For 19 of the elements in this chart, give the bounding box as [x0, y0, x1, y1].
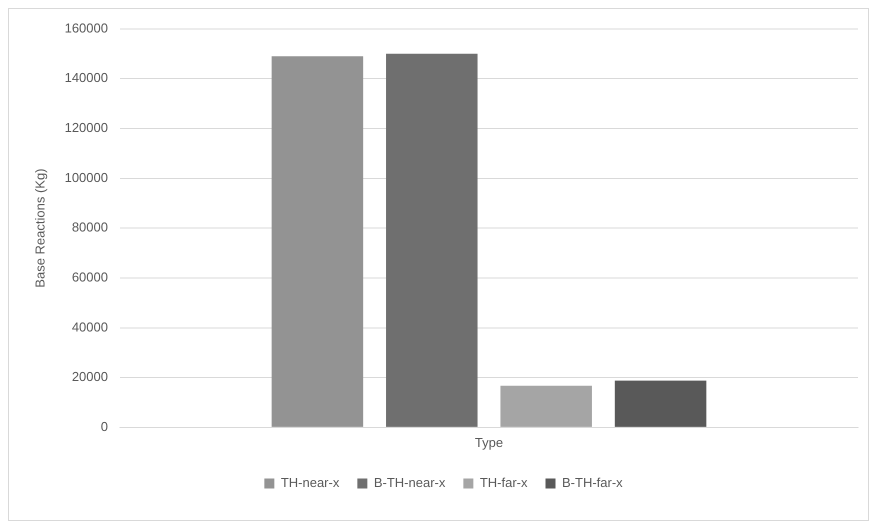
y-tick-label: 80000: [72, 220, 108, 235]
y-axis-title: Base Reactions (Kg): [32, 168, 48, 288]
legend-label: TH-near-x: [280, 475, 340, 490]
y-tick-label: 20000: [72, 369, 108, 384]
bar: [386, 54, 478, 427]
x-tick-label: Type: [474, 434, 504, 450]
bar: [614, 380, 706, 427]
bar: [500, 386, 592, 427]
y-tick-label: 100000: [64, 170, 108, 185]
y-tick-label: 0: [100, 418, 108, 434]
legend-label: TH-far-x: [480, 475, 528, 490]
y-tick-label: 120000: [64, 120, 108, 136]
y-tick-label: 60000: [72, 270, 108, 285]
y-tick-label: 140000: [64, 70, 108, 86]
y-tick-label: 160000: [64, 20, 108, 36]
legend-label: B-TH-far-x: [562, 475, 624, 490]
legend-label: B-TH-near-x: [374, 475, 446, 490]
y-tick-label: 40000: [72, 319, 108, 334]
bar: [272, 56, 364, 427]
